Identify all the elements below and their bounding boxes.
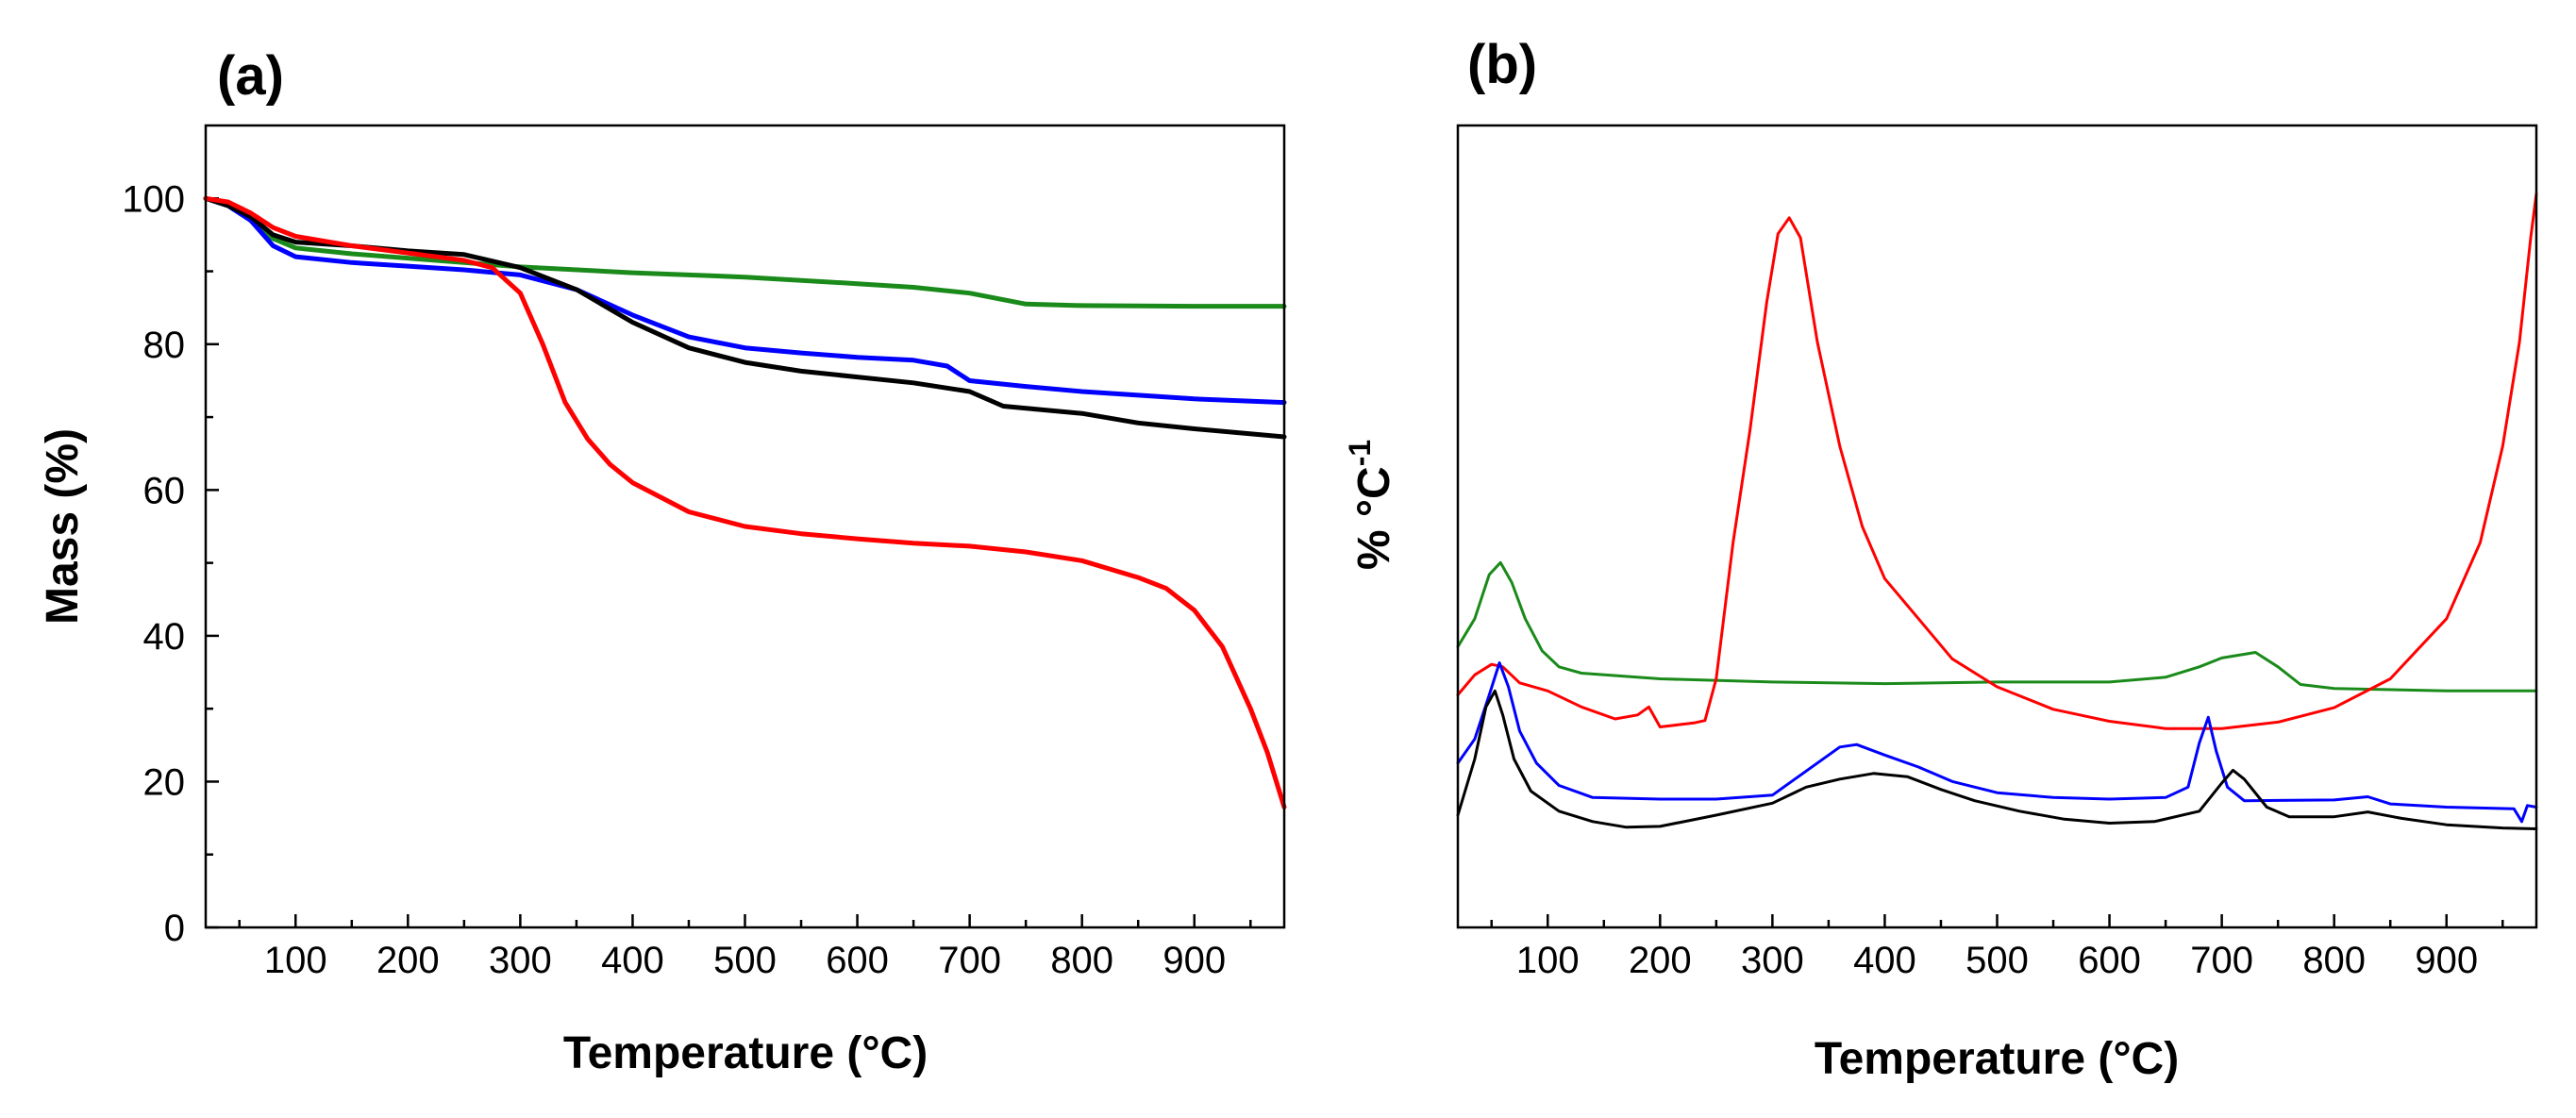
x-tick-label: 400 (1853, 940, 1916, 981)
x-tick-label: 100 (264, 940, 327, 981)
x-tick-label: 700 (938, 940, 1001, 981)
x-tick-label: 100 (1516, 940, 1580, 981)
panel-b-y-axis-title-main: % °C (1349, 466, 1399, 570)
y-tick-label: 80 (143, 325, 186, 366)
x-tick-label: 300 (1741, 940, 1804, 981)
panel-b-y-axis-title-sup: -1 (1343, 440, 1377, 466)
x-tick-label: 300 (489, 940, 552, 981)
panel-b-ticks: 100 200 300 400 500 600 700 800 900 (1490, 914, 2504, 981)
series-line-green (203, 195, 1287, 309)
x-tick-label: 200 (1629, 940, 1692, 981)
x-tick-label: 400 (601, 940, 664, 981)
x-tick-label: 700 (2190, 940, 2253, 981)
series-line-black (203, 195, 1287, 440)
y-tick-label: 20 (143, 761, 186, 803)
panel-b-y-axis-title: % °C-1 (1343, 440, 1399, 570)
x-tick-label: 500 (1965, 940, 2029, 981)
y-tick-label: 0 (164, 908, 185, 949)
panel-b-x-axis-title: Temperature (°C) (1815, 1034, 2179, 1084)
panel-b-frame (1456, 124, 2538, 929)
series-line-black (1456, 689, 2538, 830)
x-tick-label: 900 (1163, 940, 1226, 981)
panel-a-y-axis-title: Mass (%) (38, 428, 88, 625)
x-tick-label: 500 (713, 940, 777, 981)
panel-a-series (203, 195, 1287, 809)
panel-a-label: (a) (217, 45, 284, 107)
x-tick-label: 600 (2078, 940, 2141, 981)
series-line-blue (1456, 661, 2538, 824)
series-line-red (203, 195, 1287, 809)
panel-b-derivative-chart: (b) 100 200 300 400 500 600 700 800 900 Temperat… (1343, 34, 2538, 1084)
series-line-red (1456, 192, 2538, 730)
x-tick-label: 900 (2415, 940, 2478, 981)
panel-b-series (1456, 192, 2538, 830)
panel-a-mass-chart: (a) 100 200 300 400 500 600 700 800 900 0 20 40 60 80… (38, 45, 1287, 1078)
panel-a-ticks: 100 200 300 400 500 600 700 800 900 0 20 40 60 80 100 (122, 178, 1252, 981)
y-tick-label: 60 (143, 470, 186, 511)
y-tick-label: 40 (143, 616, 186, 658)
series-line-green (1456, 560, 2538, 692)
panel-b-label: (b) (1467, 34, 1537, 95)
panel-a-x-axis-title: Temperature (°C) (563, 1028, 928, 1078)
x-tick-label: 800 (2302, 940, 2366, 981)
series-line-blue (203, 195, 1287, 406)
x-tick-label: 200 (376, 940, 440, 981)
panel-a-frame (204, 124, 1286, 929)
x-tick-label: 800 (1050, 940, 1113, 981)
x-tick-label: 600 (826, 940, 889, 981)
y-tick-label: 100 (122, 178, 185, 220)
